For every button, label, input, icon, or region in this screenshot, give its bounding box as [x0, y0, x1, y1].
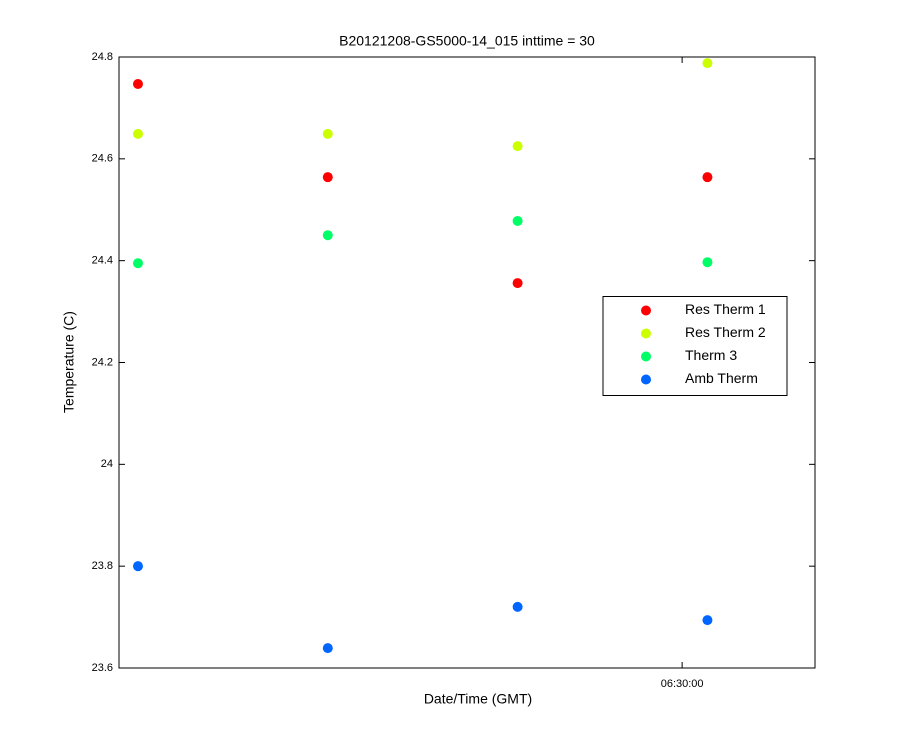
x-tick-label: 06:30:00: [661, 678, 704, 690]
point: [512, 215, 523, 226]
point: [702, 257, 713, 268]
point: [512, 601, 523, 612]
point: [132, 78, 143, 89]
y-tick-label: 24.8: [92, 51, 113, 63]
point: [132, 561, 143, 572]
point: [322, 128, 333, 139]
point: [702, 615, 713, 626]
point: [132, 258, 143, 269]
point: [512, 278, 523, 289]
y-tick-label: 24.2: [92, 356, 113, 368]
legend-box: [602, 296, 788, 396]
legend-label: Amb Therm: [685, 370, 758, 386]
legend-label: Res Therm 2: [685, 324, 766, 340]
point: [702, 172, 713, 183]
y-tick-label: 23.6: [92, 662, 113, 674]
legend-marker: [641, 374, 651, 385]
point: [702, 58, 713, 69]
y-tick-label: 24.6: [92, 153, 113, 165]
point: [322, 172, 333, 183]
y-axis-label: Temperature (C): [61, 311, 77, 413]
y-tick-label: 23.8: [92, 560, 113, 572]
point: [322, 230, 333, 241]
x-axis-label: Date/Time (GMT): [424, 691, 532, 707]
legend-label: Res Therm 1: [685, 301, 766, 317]
y-tick-label: 24.4: [92, 255, 113, 267]
chart-title: B20121208-GS5000-14_015 inttime = 30: [339, 33, 595, 49]
legend-marker: [641, 351, 651, 362]
point: [512, 141, 523, 152]
y-tick-label: 24: [101, 458, 113, 470]
legend-label: Therm 3: [685, 347, 737, 363]
point: [322, 643, 333, 654]
point: [132, 128, 143, 139]
legend-marker: [641, 328, 651, 339]
legend-marker: [641, 305, 651, 316]
